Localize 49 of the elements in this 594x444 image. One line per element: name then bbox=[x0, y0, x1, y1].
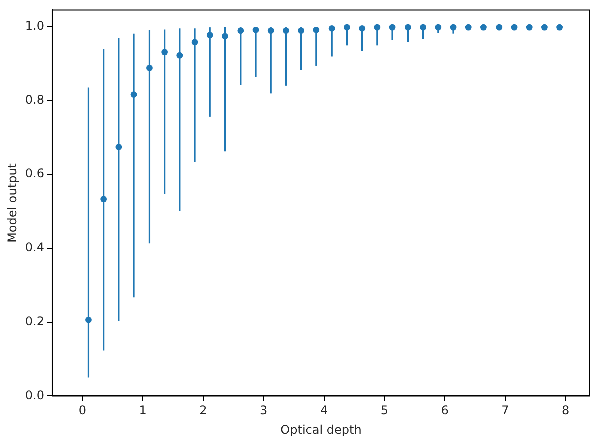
y-tick-label: 0.2 bbox=[25, 314, 44, 328]
y-tick-label: 0.4 bbox=[25, 240, 44, 255]
point bbox=[344, 24, 350, 31]
point bbox=[496, 24, 503, 31]
x-tick-label: 5 bbox=[380, 404, 388, 418]
point bbox=[450, 24, 457, 31]
point bbox=[100, 196, 108, 203]
point bbox=[206, 32, 214, 39]
x-axis-title: Optical depth bbox=[280, 422, 362, 437]
point bbox=[420, 24, 427, 31]
point bbox=[405, 24, 412, 31]
point bbox=[238, 28, 244, 34]
point bbox=[252, 26, 260, 34]
x-tick-label: 2 bbox=[200, 404, 208, 418]
point bbox=[511, 24, 518, 31]
point bbox=[222, 33, 228, 40]
x-tick-label: 6 bbox=[441, 404, 449, 418]
x-tick-label: 4 bbox=[320, 404, 328, 418]
y-tick-label: 0.0 bbox=[25, 388, 44, 402]
point bbox=[146, 64, 153, 72]
point bbox=[542, 24, 548, 31]
point bbox=[328, 25, 336, 32]
point bbox=[556, 24, 563, 31]
point bbox=[192, 39, 198, 46]
x-tick-label: 8 bbox=[562, 404, 570, 418]
point bbox=[389, 24, 396, 31]
point bbox=[268, 28, 274, 34]
point bbox=[176, 52, 184, 59]
point bbox=[374, 24, 381, 31]
point bbox=[465, 24, 472, 31]
x-tick-label: 0 bbox=[78, 404, 86, 418]
y-tick-label: 0.6 bbox=[25, 166, 44, 181]
x-tick-label: 3 bbox=[260, 404, 268, 418]
y-tick-label: 0.8 bbox=[25, 92, 44, 107]
x-tick-label: 7 bbox=[502, 404, 510, 418]
point bbox=[435, 24, 442, 31]
point bbox=[313, 26, 320, 34]
point bbox=[526, 24, 533, 31]
point bbox=[116, 144, 122, 150]
point bbox=[480, 24, 487, 31]
point bbox=[298, 28, 305, 34]
x-tick-label: 1 bbox=[139, 404, 147, 418]
point bbox=[130, 92, 138, 98]
y-axis-title: Model output bbox=[5, 163, 20, 243]
point bbox=[162, 49, 168, 56]
point bbox=[359, 25, 366, 32]
point bbox=[86, 316, 92, 324]
y-tick-label: 1.0 bbox=[25, 18, 44, 33]
point bbox=[283, 28, 290, 34]
